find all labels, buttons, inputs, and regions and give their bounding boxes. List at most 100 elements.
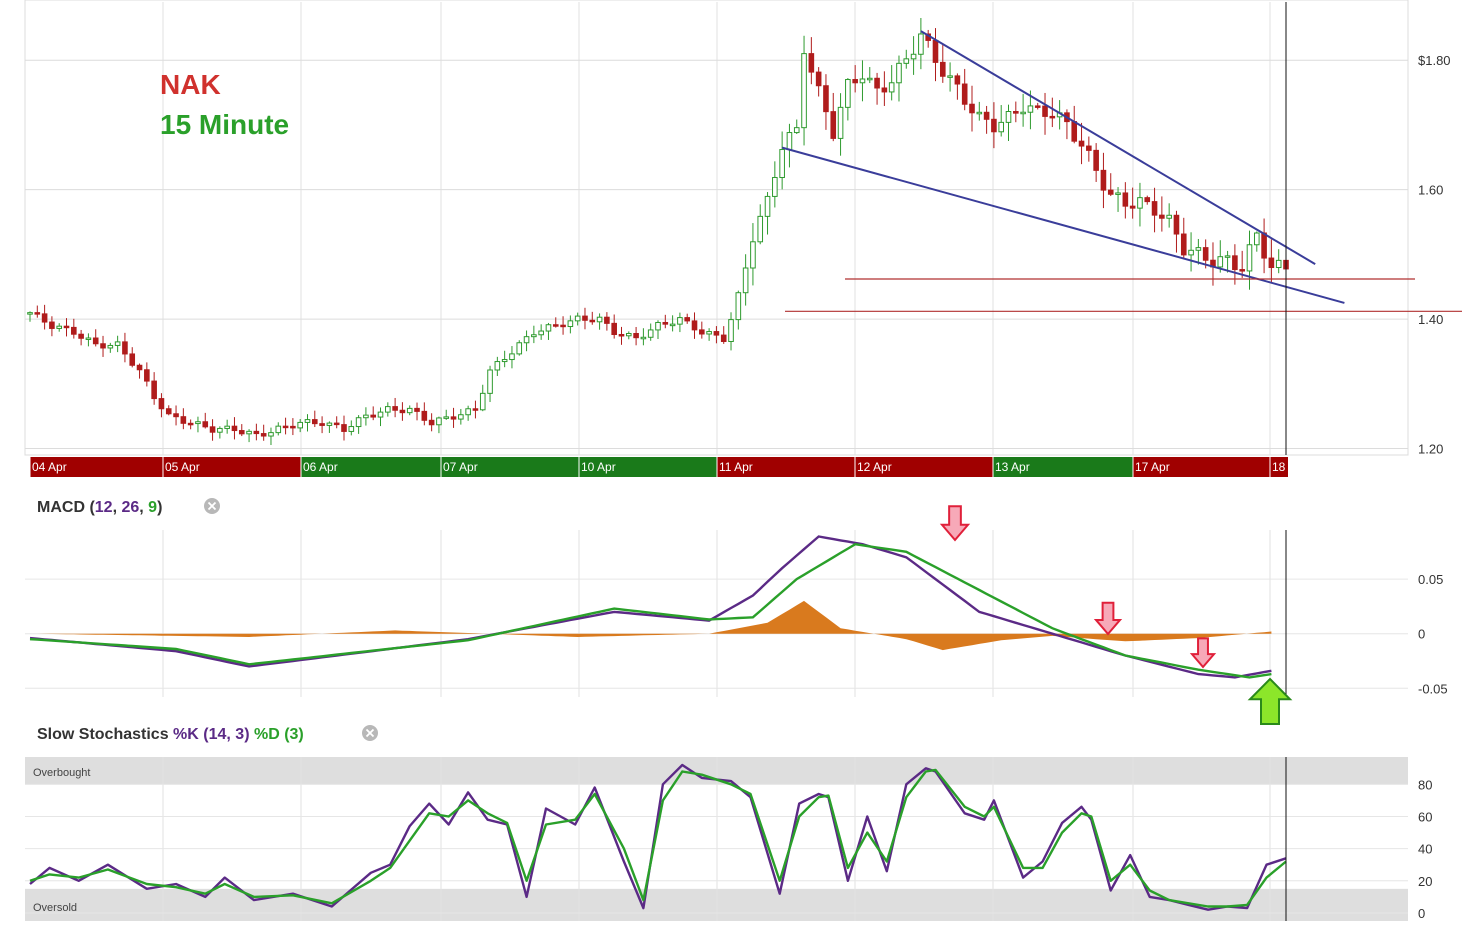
candle-body bbox=[830, 111, 837, 139]
macd-line bbox=[29, 535, 1272, 679]
symbol-ticker: NAK bbox=[160, 69, 221, 100]
stoch-d-line bbox=[29, 768, 1287, 908]
candle-body bbox=[458, 414, 464, 420]
date-axis: 04 Apr 05 Apr 06 Apr 07 Apr 10 Apr 11 Apr 12 A… bbox=[29, 457, 1288, 477]
candle-body bbox=[961, 83, 968, 105]
stoch-d-label: %D (3) bbox=[254, 726, 304, 743]
macd-p2: 26 bbox=[121, 499, 139, 516]
candle-body bbox=[487, 369, 493, 394]
date-segment-1 bbox=[163, 457, 301, 477]
date-segment-0 bbox=[30, 457, 163, 477]
candle-body bbox=[845, 79, 851, 108]
candle-body bbox=[1217, 256, 1224, 268]
candle-body bbox=[100, 343, 106, 349]
candle-body bbox=[224, 425, 230, 429]
candle-body bbox=[246, 430, 252, 435]
candle-body bbox=[63, 325, 70, 329]
date-segment-4 bbox=[579, 457, 717, 477]
candle-body bbox=[1275, 259, 1282, 269]
sell-signal-arrow-1 bbox=[939, 505, 971, 542]
candle-body bbox=[1086, 145, 1092, 151]
candle-body bbox=[1159, 214, 1165, 219]
candle-body bbox=[71, 326, 77, 335]
candle-body bbox=[341, 424, 347, 432]
stoch-name: Slow Stochastics bbox=[37, 726, 169, 743]
candle-body bbox=[523, 336, 530, 344]
candle-body bbox=[1078, 140, 1085, 147]
date-label-7: 13 Apr bbox=[995, 460, 1030, 474]
candle-body bbox=[428, 419, 435, 426]
price-tick-label-3: 1.20 bbox=[1418, 442, 1443, 457]
candle-body bbox=[1005, 111, 1012, 123]
date-label-8: 17 Apr bbox=[1135, 460, 1170, 474]
stoch-close-icon[interactable] bbox=[362, 725, 378, 741]
candle-body bbox=[596, 316, 603, 323]
macd-tick-label-0: 0.05 bbox=[1418, 572, 1443, 587]
candle-body bbox=[538, 330, 544, 336]
candle-body bbox=[691, 320, 698, 331]
candle-body bbox=[209, 426, 216, 433]
candle-body bbox=[720, 334, 727, 342]
candle-body bbox=[574, 315, 581, 322]
candle-body bbox=[1115, 192, 1121, 195]
candle-body bbox=[903, 58, 910, 64]
candle-body bbox=[385, 406, 391, 413]
candle-body bbox=[808, 53, 815, 73]
candle-body bbox=[78, 333, 84, 339]
candle-body bbox=[772, 177, 778, 197]
candle-body bbox=[114, 341, 121, 346]
stoch-grid bbox=[25, 757, 1408, 921]
candle-body bbox=[479, 392, 486, 411]
candle-body bbox=[750, 241, 756, 269]
candle-body bbox=[567, 320, 574, 328]
upper-trendline bbox=[920, 30, 1316, 265]
candle-body bbox=[874, 77, 880, 89]
candle-body bbox=[1246, 244, 1253, 272]
candle-body bbox=[531, 334, 537, 338]
macd-close-icon[interactable] bbox=[204, 498, 220, 514]
macd-tick-label-1: 0 bbox=[1418, 627, 1425, 642]
candle-body bbox=[392, 406, 398, 411]
buy-signal-arrow bbox=[1247, 677, 1293, 725]
candle-body bbox=[129, 353, 136, 366]
date-segment-8 bbox=[1133, 457, 1270, 477]
candle-body bbox=[757, 215, 764, 243]
price-y-axis: $1.80 1.60 1.40 1.20 bbox=[1418, 53, 1451, 456]
date-label-0: 04 Apr bbox=[32, 460, 67, 474]
candle-body bbox=[560, 324, 566, 328]
candle-body bbox=[684, 317, 691, 322]
candle-body bbox=[998, 121, 1005, 133]
candle-body bbox=[406, 407, 413, 414]
date-label-9: 18 bbox=[1272, 460, 1286, 474]
macd-p3: 9 bbox=[148, 499, 157, 516]
candle-body bbox=[326, 422, 333, 426]
candle-body bbox=[589, 319, 596, 323]
candle-body bbox=[1093, 149, 1099, 171]
candle-body bbox=[1034, 105, 1041, 108]
candle-body bbox=[136, 364, 143, 371]
price-grid bbox=[25, 2, 1408, 455]
symbol-interval: 15 Minute bbox=[160, 109, 289, 140]
candle-body bbox=[56, 325, 63, 329]
candle-body bbox=[618, 333, 625, 337]
candle-body bbox=[1253, 232, 1260, 246]
candle-body bbox=[983, 111, 990, 120]
macd-grid bbox=[25, 530, 1408, 697]
candle-body bbox=[260, 433, 267, 437]
candle-body bbox=[713, 331, 720, 336]
candle-body bbox=[991, 118, 997, 133]
candle-body bbox=[823, 85, 829, 113]
candle-body bbox=[728, 319, 734, 342]
candle-body bbox=[85, 337, 92, 341]
candle-body bbox=[1224, 255, 1231, 258]
candle-body bbox=[436, 417, 442, 426]
date-segment-9 bbox=[1270, 457, 1288, 477]
candle-body bbox=[1100, 169, 1107, 191]
candle-body bbox=[355, 417, 362, 428]
candle-body bbox=[501, 359, 508, 363]
candle-body bbox=[1268, 257, 1275, 269]
candle-body bbox=[625, 332, 632, 337]
candle-body bbox=[793, 127, 800, 134]
candle-body bbox=[669, 323, 676, 327]
candle-body bbox=[735, 292, 742, 321]
